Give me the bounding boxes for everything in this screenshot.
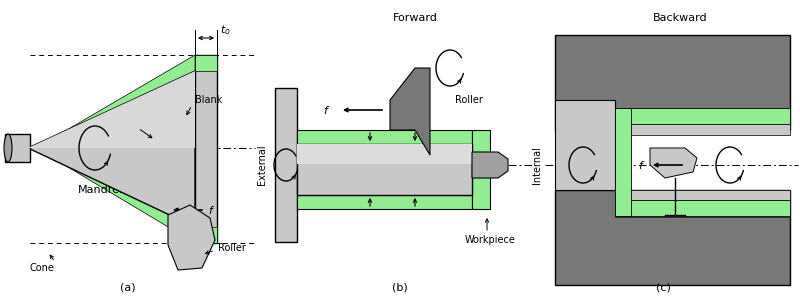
Polygon shape <box>36 55 195 148</box>
Bar <box>297 144 472 195</box>
Bar <box>195 227 217 243</box>
Text: $t_o$: $t_o$ <box>365 161 375 175</box>
Text: $f$: $f$ <box>638 159 645 171</box>
Bar <box>5 134 30 162</box>
Text: Workpiece: Workpiece <box>465 235 515 245</box>
Bar <box>555 35 790 130</box>
Bar <box>615 108 631 216</box>
Text: (c): (c) <box>655 283 670 293</box>
Bar <box>297 144 472 164</box>
Text: $f$: $f$ <box>322 104 330 116</box>
Polygon shape <box>650 148 697 178</box>
Bar <box>297 130 472 144</box>
Polygon shape <box>28 71 195 227</box>
Text: Cone: Cone <box>30 263 54 273</box>
Bar <box>472 130 490 209</box>
Bar <box>195 55 217 71</box>
Ellipse shape <box>4 134 12 162</box>
Bar <box>615 108 790 124</box>
Polygon shape <box>168 205 215 270</box>
Polygon shape <box>472 152 508 178</box>
Text: $t_o$: $t_o$ <box>220 23 230 37</box>
Text: Blank: Blank <box>195 95 222 105</box>
Bar <box>615 108 790 135</box>
Text: Mandrel: Mandrel <box>78 185 122 195</box>
Text: Mandrel: Mandrel <box>358 177 402 187</box>
Polygon shape <box>36 148 195 243</box>
Bar <box>297 195 472 209</box>
Polygon shape <box>390 68 430 155</box>
Text: (b): (b) <box>392 283 408 293</box>
Text: $t$: $t$ <box>127 120 133 132</box>
Polygon shape <box>28 71 195 148</box>
Text: Internal: Internal <box>532 146 542 184</box>
Bar <box>195 55 217 243</box>
Text: Backward: Backward <box>653 13 707 23</box>
Text: Roller: Roller <box>455 95 483 105</box>
Bar <box>555 190 790 285</box>
Bar <box>275 88 297 242</box>
Text: $\alpha$: $\alpha$ <box>174 135 182 145</box>
Bar <box>615 200 790 216</box>
Text: Forward: Forward <box>393 13 438 23</box>
Text: Roller: Roller <box>218 243 246 253</box>
Bar <box>555 100 615 190</box>
Text: External: External <box>257 145 267 185</box>
Text: (a): (a) <box>120 283 136 293</box>
Text: $t$: $t$ <box>412 162 418 174</box>
Text: $f$: $f$ <box>208 204 215 216</box>
Bar <box>615 190 790 217</box>
